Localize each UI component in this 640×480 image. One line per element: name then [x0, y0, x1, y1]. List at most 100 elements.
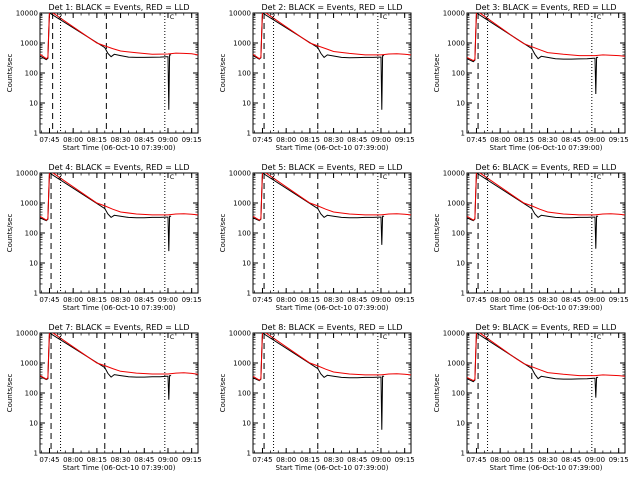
- y-tick-label: 10000: [443, 170, 465, 178]
- y-tick-label: 1000: [447, 360, 465, 368]
- y-tick-label: 1: [461, 130, 465, 138]
- annotation-label: Z: [485, 333, 490, 341]
- annotation-label: C: [597, 13, 602, 21]
- x-tick-label: 08:00: [276, 456, 296, 464]
- y-tick-label: 1: [34, 130, 38, 138]
- x-tick-label: 09:00: [585, 136, 605, 144]
- y-axis-label: Counts/sec: [219, 214, 227, 253]
- x-tick-label: 08:30: [537, 296, 557, 304]
- y-tick-label: 10000: [443, 10, 465, 18]
- x-tick-label: 09:00: [371, 456, 391, 464]
- y-axis-label: Counts/sec: [433, 54, 441, 93]
- x-axis-label: Start Time (06-Oct-10 07:39:00): [276, 144, 389, 152]
- x-tick-label: 09:15: [609, 136, 629, 144]
- x-axis-label: Start Time (06-Oct-10 07:39:00): [63, 464, 176, 472]
- y-axis-label: Counts/sec: [6, 214, 14, 253]
- y-tick-label: 100: [238, 230, 251, 238]
- y-tick-label: 10000: [229, 170, 251, 178]
- x-tick-label: 08:45: [134, 456, 154, 464]
- x-tick-label: 08:30: [110, 296, 130, 304]
- x-tick-label: 08:15: [87, 296, 107, 304]
- x-tick-label: 09:15: [395, 296, 415, 304]
- series-line-lld: [253, 13, 411, 60]
- panel-title: Det 8: BLACK = Events, RED = LLD: [262, 323, 403, 332]
- y-tick-label: 10: [456, 260, 465, 268]
- x-tick-label: 08:30: [323, 456, 343, 464]
- x-tick-label: 08:15: [300, 296, 320, 304]
- panel-title: Det 9: BLACK = Events, RED = LLD: [476, 323, 617, 332]
- x-tick-label: 08:45: [561, 296, 581, 304]
- x-tick-label: 08:30: [537, 136, 557, 144]
- y-tick-label: 10000: [229, 330, 251, 338]
- panel-title: Det 3: BLACK = Events, RED = LLD: [476, 3, 617, 12]
- x-tick-label: 09:00: [158, 136, 178, 144]
- x-tick-label: 08:00: [276, 136, 296, 144]
- panel-title: Det 7: BLACK = Events, RED = LLD: [49, 323, 190, 332]
- x-tick-label: 07:45: [252, 456, 272, 464]
- y-tick-label: 10000: [16, 330, 38, 338]
- y-tick-label: 10000: [443, 330, 465, 338]
- x-tick-label: 07:45: [252, 136, 272, 144]
- y-tick-label: 1: [247, 450, 251, 458]
- x-tick-label: 08:45: [347, 136, 367, 144]
- panel-det-1: Det 1: BLACK = Events, RED = LLD 1 10 100 10…: [6, 3, 202, 152]
- x-tick-label: 08:00: [276, 296, 296, 304]
- y-tick-label: 10: [242, 100, 251, 108]
- y-tick-label: 1: [34, 450, 38, 458]
- y-tick-label: 100: [25, 230, 38, 238]
- y-tick-label: 1000: [20, 40, 38, 48]
- plot-frame: [252, 12, 412, 134]
- x-axis-label: Start Time (06-Oct-10 07:39:00): [490, 464, 603, 472]
- annotation-label: Z: [58, 333, 63, 341]
- series-line-lld: [253, 333, 411, 381]
- y-axis-label: Counts/sec: [219, 374, 227, 413]
- y-tick-label: 10: [242, 420, 251, 428]
- y-tick-label: 10000: [16, 170, 38, 178]
- annotation-label: C: [383, 13, 388, 21]
- x-tick-label: 08:45: [561, 136, 581, 144]
- series-line-events: [253, 173, 385, 245]
- series-line-lld: [467, 333, 625, 382]
- series-line-lld: [40, 173, 198, 221]
- x-tick-label: 08:30: [323, 136, 343, 144]
- plot-frame: [39, 332, 199, 454]
- series-line-events: [253, 13, 385, 110]
- plot-frame: [252, 172, 412, 294]
- x-tick-label: 09:15: [609, 456, 629, 464]
- series-line-events: [467, 13, 599, 95]
- x-tick-label: 08:45: [134, 136, 154, 144]
- annotation-label: Z: [58, 13, 63, 21]
- y-axis-label: Counts/sec: [219, 54, 227, 93]
- series-line-events: [40, 173, 172, 252]
- x-tick-label: 08:45: [347, 456, 367, 464]
- y-tick-label: 10000: [229, 10, 251, 18]
- x-tick-label: 07:45: [466, 296, 486, 304]
- panel-det-7: Det 7: BLACK = Events, RED = LLD 1 10 100 10…: [6, 323, 202, 472]
- annotation-label: Z: [271, 173, 276, 181]
- plot-frame: [466, 332, 626, 454]
- series-line-events: [467, 333, 599, 398]
- x-tick-label: 09:15: [182, 136, 202, 144]
- annotation-label: C: [383, 333, 388, 341]
- annotation-label: C: [170, 333, 175, 341]
- x-axis-label: Start Time (06-Oct-10 07:39:00): [276, 464, 389, 472]
- x-tick-label: 08:30: [323, 296, 343, 304]
- x-tick-label: 08:45: [347, 296, 367, 304]
- x-axis-label: Start Time (06-Oct-10 07:39:00): [490, 144, 603, 152]
- y-axis-label: Counts/sec: [433, 214, 441, 253]
- y-tick-label: 1: [461, 450, 465, 458]
- y-tick-label: 1000: [20, 200, 38, 208]
- x-tick-label: 08:30: [110, 136, 130, 144]
- y-tick-label: 1000: [447, 200, 465, 208]
- panel-det-6: Det 6: BLACK = Events, RED = LLD 1 10 100 10…: [433, 163, 629, 312]
- annotation-label: C: [383, 173, 388, 181]
- x-tick-label: 08:00: [63, 136, 83, 144]
- x-tick-label: 09:00: [585, 296, 605, 304]
- x-tick-label: 08:30: [110, 456, 130, 464]
- x-tick-label: 07:45: [39, 296, 59, 304]
- annotation-label: C: [170, 13, 175, 21]
- x-tick-label: 08:30: [537, 456, 557, 464]
- x-tick-label: 09:15: [182, 296, 202, 304]
- panel-title: Det 4: BLACK = Events, RED = LLD: [49, 163, 190, 172]
